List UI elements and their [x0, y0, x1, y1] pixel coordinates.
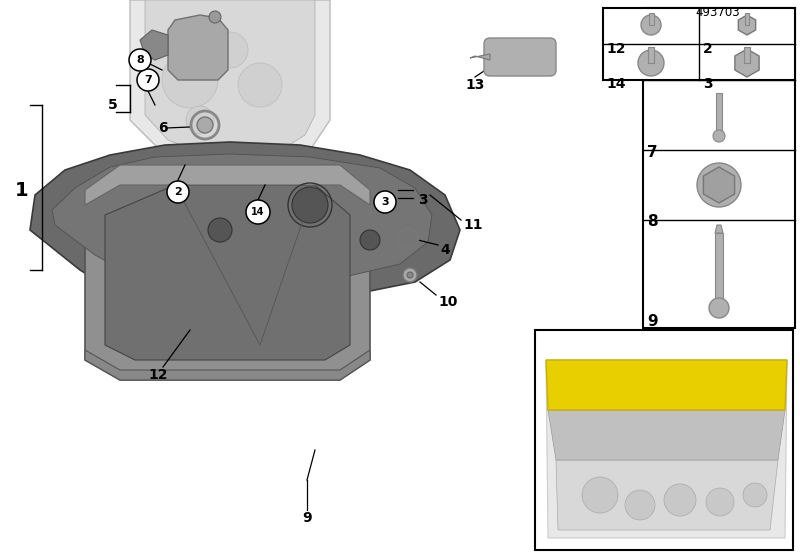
Polygon shape — [130, 0, 330, 170]
Bar — [716, 93, 722, 135]
Polygon shape — [470, 54, 490, 60]
FancyBboxPatch shape — [484, 38, 556, 76]
Text: 493703: 493703 — [696, 7, 740, 20]
Polygon shape — [85, 165, 370, 205]
Polygon shape — [546, 360, 787, 410]
Text: 7: 7 — [144, 75, 152, 85]
Polygon shape — [556, 460, 778, 530]
Polygon shape — [140, 30, 168, 60]
Bar — [535, 330, 793, 550]
Text: 3: 3 — [418, 193, 428, 207]
Polygon shape — [168, 15, 228, 80]
Circle shape — [186, 106, 214, 134]
Polygon shape — [85, 350, 370, 380]
Circle shape — [707, 173, 731, 197]
Circle shape — [582, 477, 618, 513]
Circle shape — [212, 32, 248, 68]
Bar — [715, 233, 723, 308]
Circle shape — [407, 272, 413, 278]
Circle shape — [238, 63, 282, 107]
Text: 11: 11 — [463, 218, 482, 232]
Circle shape — [374, 191, 396, 213]
Circle shape — [292, 187, 328, 223]
Bar — [649, 13, 654, 25]
Text: 9: 9 — [302, 511, 312, 525]
Polygon shape — [105, 185, 350, 360]
Bar — [744, 47, 750, 63]
Text: 1: 1 — [15, 180, 29, 199]
Circle shape — [638, 50, 664, 76]
Bar — [603, 8, 795, 80]
Text: 8: 8 — [136, 55, 144, 65]
Circle shape — [360, 230, 380, 250]
Circle shape — [706, 488, 734, 516]
Circle shape — [197, 117, 213, 133]
Circle shape — [743, 483, 767, 507]
Circle shape — [709, 298, 729, 318]
Polygon shape — [145, 0, 315, 155]
Text: 13: 13 — [465, 78, 484, 92]
Text: 4: 4 — [440, 243, 450, 257]
Text: 12: 12 — [148, 368, 167, 382]
Circle shape — [137, 69, 159, 91]
Text: 8: 8 — [647, 214, 658, 229]
Circle shape — [625, 490, 655, 520]
Polygon shape — [52, 154, 432, 287]
Bar — [643, 8, 795, 328]
Text: 10: 10 — [438, 295, 458, 309]
Polygon shape — [30, 142, 460, 305]
Circle shape — [208, 218, 232, 242]
Circle shape — [403, 268, 417, 282]
Text: 2: 2 — [703, 42, 713, 56]
Text: 9: 9 — [647, 314, 658, 329]
Circle shape — [129, 49, 151, 71]
Text: 5: 5 — [108, 98, 118, 112]
Polygon shape — [546, 360, 787, 538]
Text: 14: 14 — [606, 77, 626, 91]
Circle shape — [641, 15, 661, 35]
Text: 14: 14 — [251, 207, 265, 217]
Polygon shape — [715, 225, 723, 233]
Bar — [648, 47, 654, 63]
Circle shape — [697, 163, 741, 207]
Text: 6: 6 — [158, 121, 168, 135]
Text: 3: 3 — [381, 197, 389, 207]
Circle shape — [167, 181, 189, 203]
Circle shape — [162, 52, 218, 108]
Polygon shape — [548, 410, 785, 460]
Circle shape — [246, 200, 270, 224]
Text: 2: 2 — [174, 187, 182, 197]
Bar — [745, 13, 749, 25]
Circle shape — [209, 11, 221, 23]
Text: 12: 12 — [606, 42, 626, 56]
Circle shape — [713, 130, 725, 142]
Text: 7: 7 — [647, 145, 658, 160]
Text: 3: 3 — [703, 77, 713, 91]
Polygon shape — [85, 170, 370, 380]
Circle shape — [664, 484, 696, 516]
